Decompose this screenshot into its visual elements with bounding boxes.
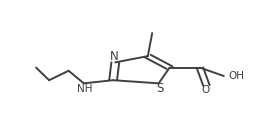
Text: NH: NH	[77, 84, 93, 94]
Text: N: N	[110, 50, 119, 63]
Text: OH: OH	[228, 71, 244, 81]
Text: O: O	[202, 85, 210, 95]
Text: S: S	[157, 82, 164, 95]
